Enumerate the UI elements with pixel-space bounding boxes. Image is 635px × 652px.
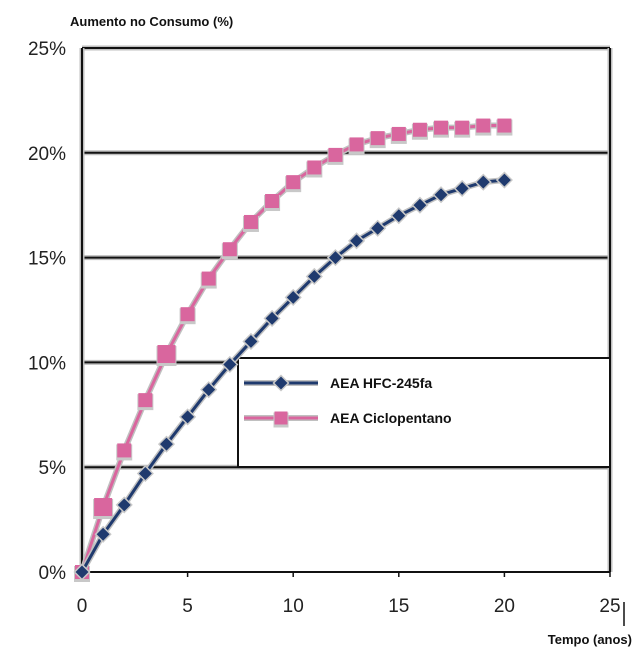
data-point <box>286 175 301 190</box>
legend-marker <box>272 374 290 392</box>
y-tick-label: 5% <box>39 458 67 479</box>
data-point <box>347 232 366 250</box>
data-point <box>412 122 427 137</box>
data-point <box>222 242 237 257</box>
data-point <box>201 271 216 286</box>
data-point <box>370 131 385 146</box>
data-point <box>94 525 112 543</box>
data-point <box>495 171 513 189</box>
y-tick-label: 0% <box>39 563 67 584</box>
data-point <box>476 118 491 133</box>
data-point <box>411 196 429 214</box>
x-tick-label: 20 <box>494 596 515 617</box>
x-tick-label: 10 <box>283 596 304 617</box>
y-tick-label: 20% <box>28 144 66 165</box>
x-tick-label: 5 <box>182 596 193 617</box>
x-tick-label: 15 <box>388 596 409 617</box>
data-point <box>243 214 258 229</box>
legend-marker <box>274 411 288 425</box>
data-point <box>453 179 471 197</box>
legend-box <box>237 357 611 468</box>
data-point <box>94 498 113 517</box>
data-point <box>242 332 260 351</box>
data-point <box>326 249 345 267</box>
data-point <box>328 147 343 162</box>
data-point <box>432 186 450 204</box>
x-tick-label: 25 <box>599 596 620 617</box>
data-point <box>157 345 176 364</box>
data-point <box>390 207 408 225</box>
legend-label: AEA HFC-245fa <box>330 375 432 391</box>
data-point <box>73 563 91 581</box>
data-point <box>305 267 323 286</box>
data-point <box>284 288 302 306</box>
data-point <box>349 137 364 152</box>
data-point <box>474 173 492 191</box>
data-point <box>455 120 470 135</box>
data-point <box>391 126 406 141</box>
data-point <box>434 120 449 135</box>
y-tick-label: 10% <box>28 353 66 374</box>
y-tick-label: 15% <box>28 249 66 270</box>
data-point <box>157 435 176 453</box>
data-point <box>497 118 512 133</box>
data-point <box>117 443 132 458</box>
data-point <box>200 381 218 399</box>
x-axis-title: Tempo (anos) <box>548 632 632 647</box>
y-axis-title: Aumento no Consumo (%) <box>70 14 233 29</box>
data-point <box>115 496 133 514</box>
data-point <box>180 307 195 322</box>
data-point <box>179 408 197 426</box>
data-point <box>307 160 322 175</box>
data-point <box>138 393 153 408</box>
x-tick-label: 0 <box>77 596 88 617</box>
data-point <box>369 219 387 237</box>
y-tick-label: 25% <box>28 39 66 60</box>
data-point <box>221 355 239 374</box>
data-point <box>136 464 154 483</box>
data-point <box>263 309 281 327</box>
data-point <box>265 194 280 209</box>
legend-label: AEA Ciclopentano <box>330 410 452 426</box>
